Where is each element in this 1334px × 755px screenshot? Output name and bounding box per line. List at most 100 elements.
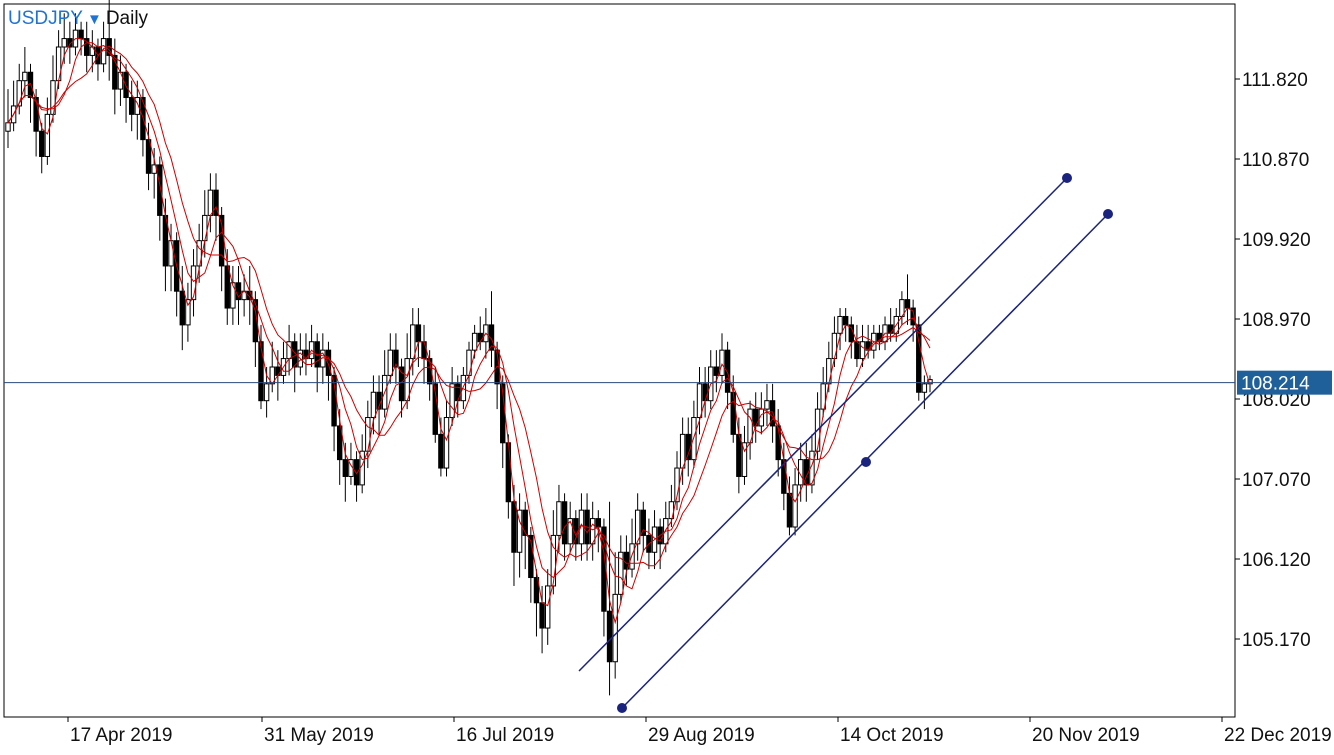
candle xyxy=(39,122,45,174)
candle xyxy=(859,324,866,367)
triangle-down-icon[interactable]: ▼ xyxy=(86,10,102,28)
candle xyxy=(533,569,540,637)
symbol-label[interactable]: USDJPY xyxy=(8,8,83,29)
candle-body xyxy=(764,400,770,410)
candle-body xyxy=(235,282,242,301)
candle xyxy=(157,156,163,241)
candle-body xyxy=(415,324,422,343)
candle-body xyxy=(820,383,826,410)
candle xyxy=(511,484,517,586)
candle-body xyxy=(67,38,73,48)
y-tick-label: 109.920 xyxy=(1242,230,1311,251)
candle xyxy=(758,392,765,435)
candle xyxy=(634,493,641,561)
candle xyxy=(736,417,742,494)
candle-body xyxy=(713,366,720,376)
candle-body xyxy=(550,534,557,587)
candle-body xyxy=(263,383,270,402)
candle-body xyxy=(342,459,349,477)
candle xyxy=(488,291,495,367)
candle-body xyxy=(353,459,360,486)
candle-body xyxy=(61,38,67,48)
candle xyxy=(691,400,697,469)
candle xyxy=(589,501,596,561)
candle-body xyxy=(168,240,174,267)
candle-body xyxy=(252,299,259,343)
candle xyxy=(921,375,928,410)
candle-body xyxy=(634,509,641,545)
x-tick-label: 22 Dec 2019 xyxy=(1224,725,1332,746)
candle xyxy=(22,47,28,98)
y-tick-label: 110.870 xyxy=(1242,150,1309,171)
candle xyxy=(112,38,118,115)
candle-body xyxy=(5,122,11,132)
candle-body xyxy=(39,130,45,157)
candle-body xyxy=(612,593,618,663)
candle-body xyxy=(561,501,568,545)
candle xyxy=(134,80,141,140)
candle-body xyxy=(336,425,343,461)
candle xyxy=(910,299,916,342)
candle xyxy=(308,324,315,367)
candle xyxy=(640,501,646,553)
candle-body xyxy=(393,349,399,368)
candle-body xyxy=(702,383,708,402)
candle xyxy=(421,324,427,384)
candle xyxy=(151,148,157,199)
candle xyxy=(719,333,725,384)
candle xyxy=(516,493,523,578)
candle xyxy=(848,316,854,359)
candle-body xyxy=(786,492,793,528)
candle xyxy=(618,535,624,603)
candle xyxy=(162,198,169,292)
candle xyxy=(393,333,399,384)
candle-body xyxy=(606,610,613,663)
candle-body xyxy=(826,358,832,385)
candle-body xyxy=(741,442,748,477)
candle xyxy=(173,232,180,317)
y-tick-label: 106.120 xyxy=(1242,550,1311,571)
candle xyxy=(708,350,714,410)
candle-body xyxy=(809,450,815,486)
candle xyxy=(190,249,197,317)
candle xyxy=(348,442,354,485)
timeframe-label[interactable]: Daily xyxy=(105,8,149,29)
candle-body xyxy=(730,391,736,435)
candle xyxy=(753,392,759,443)
candle xyxy=(353,451,360,502)
y-tick-label: 105.170 xyxy=(1242,630,1311,651)
candle-body xyxy=(719,349,725,376)
candle xyxy=(370,375,377,435)
channel-lines xyxy=(578,173,1113,713)
candle xyxy=(5,89,11,149)
x-tick-label: 14 Oct 2019 xyxy=(840,725,944,746)
candle-body xyxy=(387,349,393,376)
x-axis: 17 Apr 2019 31 May 2019 16 Jul 2019 29 Aug … xyxy=(67,717,1332,746)
candle-body xyxy=(117,71,124,90)
candle xyxy=(865,324,871,359)
candle-body xyxy=(207,189,214,216)
candle xyxy=(235,265,242,325)
candle-body xyxy=(78,29,84,40)
candle xyxy=(44,97,51,165)
candle-body xyxy=(545,585,551,629)
candle xyxy=(303,333,309,376)
candle-body xyxy=(758,408,765,427)
candle-body xyxy=(522,509,528,536)
candle xyxy=(84,21,90,73)
candle-body xyxy=(190,265,197,301)
candle-body xyxy=(443,417,450,469)
candle-body xyxy=(89,46,96,56)
candle-body xyxy=(640,509,646,536)
candle-body xyxy=(365,417,371,452)
candle xyxy=(837,308,843,351)
candle-body xyxy=(854,341,860,360)
candle-body xyxy=(887,324,894,334)
candle xyxy=(713,350,720,393)
candle-body xyxy=(421,341,427,360)
candle xyxy=(286,324,292,376)
candle xyxy=(741,425,748,485)
x-tick-label: 31 May 2019 xyxy=(264,725,374,746)
x-tick-label: 20 Nov 2019 xyxy=(1032,725,1140,746)
